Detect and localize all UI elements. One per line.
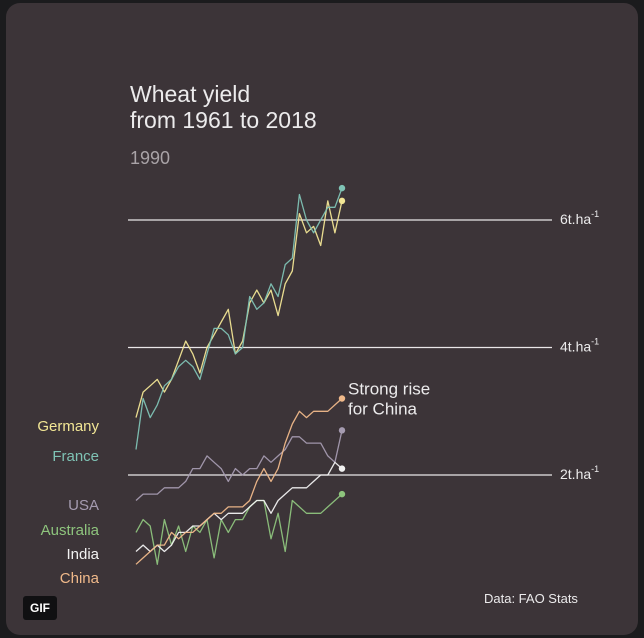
annotation-line-2: for China [348, 400, 418, 419]
current-year-label: 1990 [130, 148, 171, 168]
series-endpoint-australia [338, 490, 346, 498]
series-line-france [135, 187, 343, 450]
legend-item-china: China [59, 570, 99, 587]
chart-title: Wheat yield from 1961 to 2018 [130, 81, 317, 133]
legend-item-france: France [52, 448, 99, 465]
data-source-label: Data: FAO Stats [484, 591, 578, 606]
grid-label-2: 2t.ha-1 [560, 464, 599, 482]
series-line-india [135, 461, 343, 553]
series-endpoint-usa [338, 427, 346, 434]
chart-card: Wheat yield from 1961 to 2018 1990 2t.ha… [6, 3, 638, 635]
series-line-germany [135, 200, 343, 418]
title-line-2: from 1961 to 2018 [130, 107, 317, 133]
series-endpoint-france [338, 184, 346, 192]
series-endpoint-germany [338, 197, 346, 205]
grid-label-4: 4t.ha-1 [560, 337, 599, 355]
gif-badge: GIF [23, 596, 57, 620]
title-line-1: Wheat yield [130, 81, 251, 107]
legend-item-india: India [66, 546, 99, 563]
series-endpoint-china [338, 395, 346, 402]
legend-item-germany: Germany [37, 418, 99, 435]
grid-label-6: 6t.ha-1 [560, 209, 599, 227]
series-line-australia [135, 493, 343, 565]
legend-item-usa: USA [68, 497, 99, 514]
series-line-usa [135, 430, 343, 501]
annotation-line-1: Strong rise [348, 380, 430, 399]
legend-item-australia: Australia [40, 522, 99, 539]
series-line-china [135, 398, 343, 565]
series-endpoint-india [338, 465, 346, 472]
